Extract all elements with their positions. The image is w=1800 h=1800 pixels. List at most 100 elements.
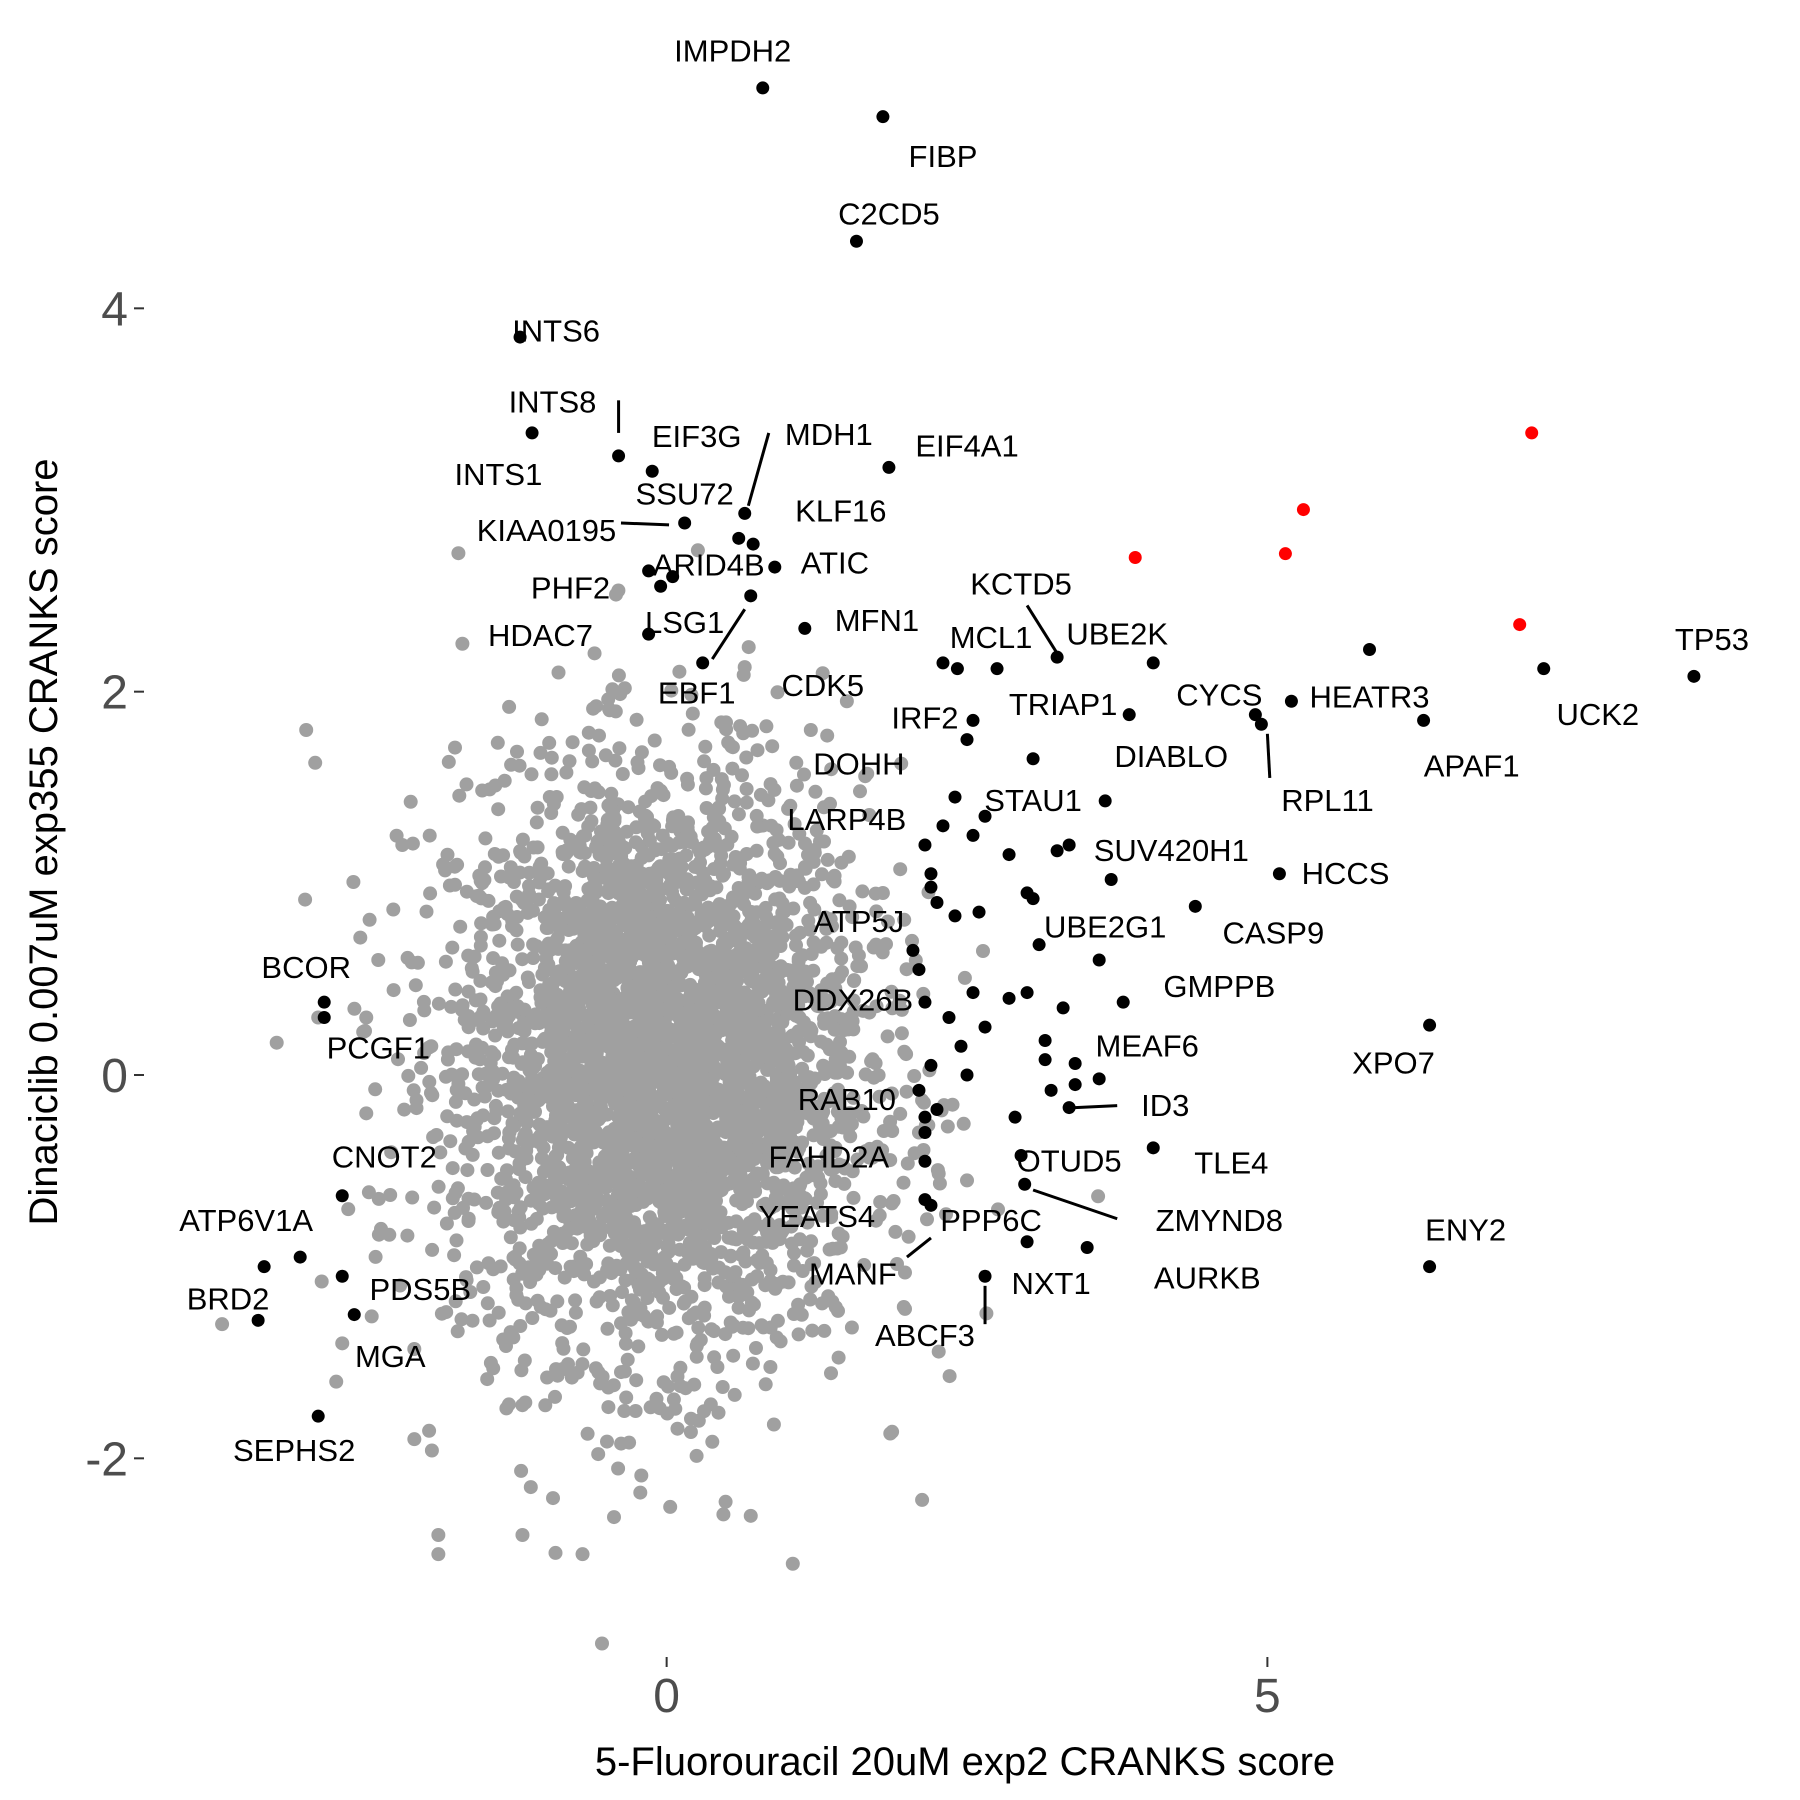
background-point — [433, 1145, 448, 1160]
background-point — [405, 836, 420, 851]
background-point — [673, 1093, 688, 1108]
background-point — [845, 1164, 860, 1179]
background-point — [758, 1377, 773, 1392]
background-point — [665, 813, 680, 828]
background-point — [503, 1230, 518, 1245]
data-point-phf2 — [642, 564, 656, 578]
background-point — [920, 1212, 934, 1227]
data-point — [930, 1103, 944, 1116]
background-point — [486, 1361, 501, 1376]
y-tick-label: 2 — [101, 667, 128, 720]
background-point — [467, 949, 482, 964]
background-point — [901, 1229, 916, 1244]
background-point — [758, 1278, 773, 1293]
background-point — [731, 1300, 746, 1315]
background-point — [547, 912, 562, 927]
background-point — [512, 1241, 527, 1256]
background-point — [308, 755, 323, 770]
background-point — [731, 807, 746, 822]
gene-label: UBE2K — [1066, 616, 1168, 651]
background-point — [663, 1499, 678, 1514]
background-point — [654, 1047, 669, 1062]
background-point — [647, 733, 662, 748]
gene-label: CNOT2 — [332, 1140, 437, 1175]
background-point — [599, 1137, 614, 1152]
background-point — [714, 973, 729, 988]
gene-label: LSG1 — [645, 605, 724, 640]
background-point — [568, 1052, 582, 1067]
background-point — [427, 1200, 442, 1215]
data-point — [1092, 1072, 1106, 1086]
background-point — [502, 699, 517, 714]
background-point — [714, 943, 729, 957]
background-point — [368, 1082, 383, 1097]
gray-outlier-point — [371, 953, 386, 967]
data-point — [918, 1110, 932, 1124]
background-point — [533, 745, 548, 760]
background-point — [419, 904, 434, 919]
background-point — [800, 1102, 815, 1117]
background-point — [894, 1026, 909, 1041]
background-point — [628, 835, 643, 850]
background-point — [885, 1001, 900, 1016]
background-point — [529, 815, 544, 830]
background-point — [699, 771, 714, 786]
background-point — [571, 1114, 586, 1129]
background-point — [536, 1201, 551, 1216]
background-point — [648, 885, 663, 900]
background-point — [406, 1083, 421, 1098]
data-point-kiaa0195 — [678, 516, 692, 530]
background-point — [846, 974, 861, 988]
background-point — [680, 771, 695, 786]
background-point — [544, 750, 559, 765]
data-point — [1032, 938, 1046, 952]
background-point — [871, 1068, 886, 1083]
background-point — [811, 1159, 826, 1174]
background-point — [813, 834, 827, 849]
background-point — [371, 1227, 386, 1242]
background-point — [690, 1112, 705, 1127]
background-point — [617, 932, 632, 947]
background-point — [820, 852, 835, 867]
background-point — [663, 929, 678, 944]
data-point-larp4b — [918, 838, 932, 852]
background-point — [875, 1143, 890, 1158]
background-point — [888, 1224, 903, 1239]
gene-label: IRF2 — [891, 701, 958, 736]
background-point — [629, 712, 644, 727]
background-point — [715, 1048, 730, 1062]
data-point-eif3g — [645, 464, 659, 478]
background-point — [478, 860, 492, 875]
background-point — [491, 802, 506, 817]
background-point — [566, 921, 581, 936]
background-point — [691, 1166, 706, 1181]
data-point-ints1 — [525, 426, 539, 440]
background-point — [586, 1234, 601, 1249]
background-point — [465, 1313, 480, 1328]
background-point — [713, 856, 728, 871]
data-point-suv420h1 — [1050, 844, 1064, 858]
background-point — [661, 1379, 676, 1394]
background-point — [595, 1369, 610, 1384]
background-point — [580, 1009, 595, 1024]
leader-line — [746, 432, 771, 507]
data-point-id3 — [1062, 1101, 1076, 1115]
gene-label: RPL11 — [1281, 783, 1374, 818]
background-point — [694, 1185, 709, 1200]
background-point — [684, 687, 699, 702]
background-point — [364, 1309, 379, 1324]
data-point-heatr3 — [1284, 694, 1298, 708]
gene-label: INTS8 — [509, 384, 597, 419]
gene-label: TP53 — [1675, 622, 1749, 657]
background-point — [806, 877, 821, 892]
background-point — [761, 939, 776, 954]
gray-outlier-point — [743, 1508, 758, 1523]
background-point — [788, 1212, 803, 1227]
background-point — [743, 973, 758, 988]
background-point — [627, 1219, 642, 1233]
gene-label: YEATS4 — [759, 1199, 876, 1234]
background-point — [615, 1010, 630, 1025]
background-point — [530, 800, 545, 815]
background-point — [522, 887, 537, 902]
background-point — [825, 1294, 840, 1309]
